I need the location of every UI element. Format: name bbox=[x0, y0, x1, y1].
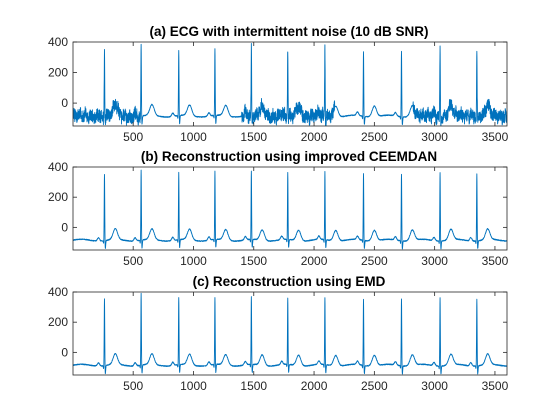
subplot-c-ytick-label: 200 bbox=[48, 315, 68, 329]
subplot-b-ytick-label: 0 bbox=[61, 220, 68, 234]
subplot-c-ytick-label: 0 bbox=[61, 345, 68, 359]
subplot-a-xtick-label: 1000 bbox=[180, 130, 207, 144]
subplot-b-series-line bbox=[73, 169, 507, 250]
subplot-c-xtick-label: 1500 bbox=[240, 379, 267, 393]
subplot-b-xtick-label: 1000 bbox=[180, 254, 207, 268]
subplot-b-title: (b) Reconstruction using improved CEEMDA… bbox=[141, 149, 437, 164]
subplot-a-xtick-label: 1500 bbox=[240, 130, 267, 144]
subplot-a-xtick-label: 2500 bbox=[361, 130, 388, 144]
subplot-c-series-line bbox=[73, 292, 507, 375]
subplot-b-xtick-label: 3000 bbox=[421, 254, 448, 268]
subplot-a-axes-box bbox=[72, 41, 508, 127]
subplot-b-ytick-label: 400 bbox=[48, 160, 68, 174]
subplot-a-xtick-label: 2000 bbox=[301, 130, 328, 144]
subplot-c-axes-box bbox=[72, 291, 508, 376]
subplot-c: (c) Reconstruction using EMD 500 1000 1500… bbox=[48, 274, 509, 393]
subplot-a-ytick-label: 0 bbox=[61, 96, 68, 110]
subplot-c-title: (c) Reconstruction using EMD bbox=[193, 274, 386, 289]
subplot-a-xtick-label: 3000 bbox=[421, 130, 448, 144]
subplot-b-xtick-label: 2000 bbox=[301, 254, 328, 268]
subplot-c-xtick-label: 3000 bbox=[421, 379, 448, 393]
subplot-b-ytick-label: 200 bbox=[48, 190, 68, 204]
subplot-b-xtick-label: 1500 bbox=[240, 254, 267, 268]
subplot-c-xtick-label: 500 bbox=[123, 379, 143, 393]
subplot-a-series-line bbox=[73, 42, 507, 126]
subplot-b-plot-area bbox=[73, 167, 507, 250]
subplot-c-xtick-label: 2000 bbox=[301, 379, 328, 393]
subplot-c-xtick-label: 1000 bbox=[180, 379, 207, 393]
subplot-b: (b) Reconstruction using improved CEEMDA… bbox=[48, 149, 509, 268]
subplot-b-axes-box bbox=[72, 166, 508, 251]
subplot-c-plot-area bbox=[73, 292, 507, 375]
subplot-a-xtick-label: 500 bbox=[123, 130, 143, 144]
subplot-c-ytick-label: 400 bbox=[48, 285, 68, 299]
subplot-a-title: (a) ECG with intermittent noise (10 dB S… bbox=[149, 24, 428, 39]
subplot-a-ytick-label: 200 bbox=[48, 66, 68, 80]
subplot-b-xtick-label: 2500 bbox=[361, 254, 388, 268]
subplot-a: (a) ECG with intermittent noise (10 dB S… bbox=[48, 24, 509, 144]
subplot-b-xtick-label: 3500 bbox=[482, 254, 509, 268]
subplot-c-xtick-label: 2500 bbox=[361, 379, 388, 393]
subplot-a-ytick-label: 400 bbox=[48, 35, 68, 49]
subplot-a-xtick-label: 3500 bbox=[482, 130, 509, 144]
subplot-c-xtick-label: 3500 bbox=[482, 379, 509, 393]
subplot-b-xtick-label: 500 bbox=[123, 254, 143, 268]
